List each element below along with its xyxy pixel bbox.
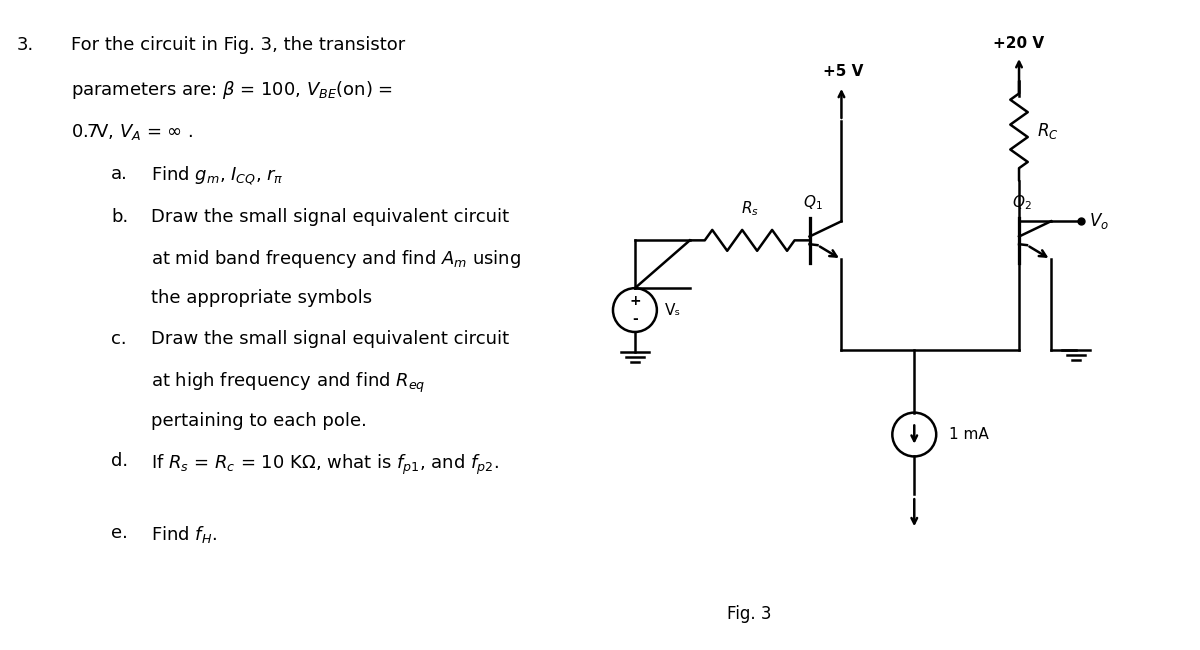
Text: d.: d.: [112, 452, 128, 471]
Text: Fig. 3: Fig. 3: [727, 604, 772, 623]
Text: -: -: [632, 312, 637, 326]
Text: +: +: [629, 294, 641, 308]
Text: the appropriate symbols: the appropriate symbols: [151, 289, 372, 307]
Text: Find $g_m$, $I_{CQ}$, $r_{\pi}$: Find $g_m$, $I_{CQ}$, $r_{\pi}$: [151, 164, 283, 187]
Text: For the circuit in Fig. 3, the transistor: For the circuit in Fig. 3, the transisto…: [71, 36, 406, 54]
Text: $R_s$: $R_s$: [740, 200, 758, 218]
Text: $R_C$: $R_C$: [1037, 121, 1058, 141]
Text: pertaining to each pole.: pertaining to each pole.: [151, 411, 367, 430]
Text: $V_o$: $V_o$: [1088, 211, 1109, 231]
Text: Find $f_H$.: Find $f_H$.: [151, 524, 217, 545]
Text: b.: b.: [112, 207, 128, 226]
Text: $Q_1$: $Q_1$: [803, 193, 822, 212]
Text: If $R_s$ = $R_c$ = 10 K$\Omega$, what is $f_{p1}$, and $f_{p2}$.: If $R_s$ = $R_c$ = 10 K$\Omega$, what is…: [151, 452, 499, 476]
Text: Draw the small signal equivalent circuit: Draw the small signal equivalent circuit: [151, 207, 509, 226]
Text: c.: c.: [112, 330, 127, 348]
Text: 0.7V, $V_A$ = $\infty$ .: 0.7V, $V_A$ = $\infty$ .: [71, 122, 193, 142]
Text: 1 mA: 1 mA: [949, 427, 989, 442]
Text: e.: e.: [112, 524, 128, 542]
Text: Vₛ: Vₛ: [665, 302, 680, 318]
Text: $Q_2$: $Q_2$: [1013, 193, 1032, 212]
Text: at high frequency and find $R_{eq}$: at high frequency and find $R_{eq}$: [151, 370, 426, 395]
Text: 3.: 3.: [17, 36, 34, 54]
Text: a.: a.: [112, 164, 128, 183]
Text: +5 V: +5 V: [823, 64, 864, 79]
Text: parameters are: $\beta$ = 100, $V_{BE}$(on) =: parameters are: $\beta$ = 100, $V_{BE}$(…: [71, 79, 394, 101]
Text: +20 V: +20 V: [994, 36, 1044, 51]
Text: at mid band frequency and find $A_m$ using: at mid band frequency and find $A_m$ usi…: [151, 248, 521, 270]
Text: Draw the small signal equivalent circuit: Draw the small signal equivalent circuit: [151, 330, 509, 348]
